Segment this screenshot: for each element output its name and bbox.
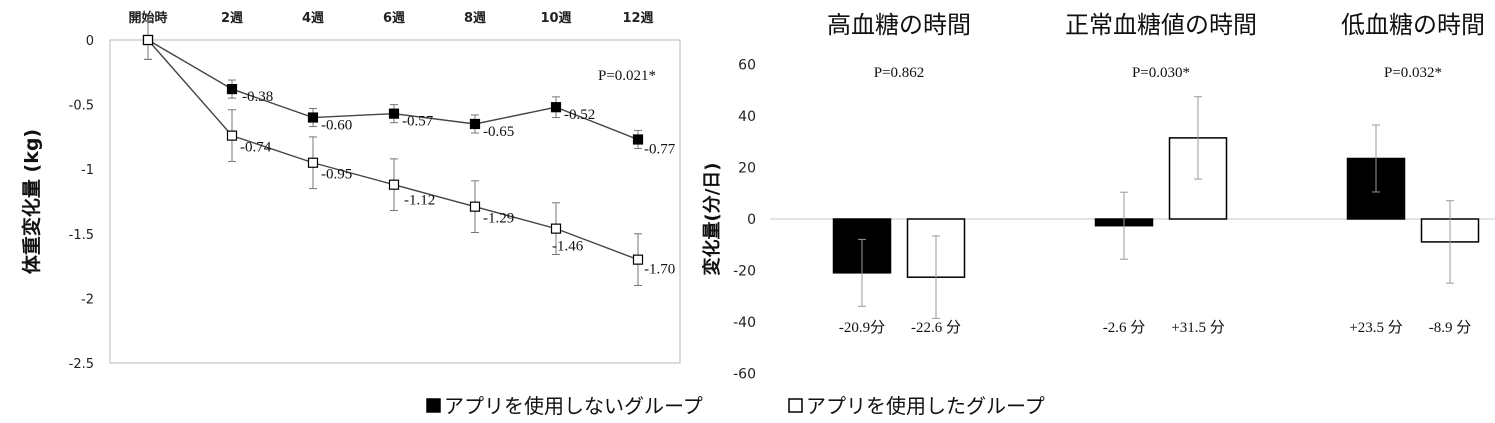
x-tick-label: 6週 <box>383 11 405 26</box>
p-value-annotation: P=0.862 <box>874 65 925 81</box>
data-label: -2.6 分 <box>1103 319 1146 336</box>
open-square-marker <box>388 179 400 190</box>
open-square-marker <box>469 201 481 212</box>
y-tick-label: -0.5 <box>69 99 94 114</box>
data-label: -0.57 <box>402 114 434 130</box>
filled-square-marker <box>226 83 238 95</box>
filled-square-marker <box>307 112 319 123</box>
y-axis-label: 体重変化量 (kg) <box>20 129 43 274</box>
y-tick-label: -40 <box>733 315 756 331</box>
open-square-marker <box>632 254 644 265</box>
legend-label: アプリを使用したグループ <box>806 394 1045 418</box>
legend-filled-square-icon <box>426 398 441 413</box>
data-label: -1.70 <box>644 262 675 278</box>
y-tick-label: -1 <box>81 163 94 178</box>
data-label: -1.12 <box>404 193 435 209</box>
y-axis-label: 変化量(分/日) <box>701 162 723 275</box>
y-tick-label: -2 <box>81 292 94 307</box>
filled-square-marker <box>469 118 481 130</box>
filled-square-marker <box>632 134 644 145</box>
series-line <box>147 39 639 261</box>
data-label: -22.6 分 <box>911 319 961 336</box>
data-label: -1.46 <box>552 239 584 255</box>
data-label: -20.9分 <box>839 319 885 336</box>
filled-square-marker <box>388 108 400 119</box>
plot-area-frame <box>109 39 681 364</box>
data-label: -0.95 <box>321 167 352 183</box>
p-value-annotation: P=0.032* <box>1384 65 1442 81</box>
y-tick-label: -20 <box>733 264 756 280</box>
x-tick-label: 10週 <box>540 11 571 26</box>
y-tick-label: 60 <box>738 58 756 74</box>
data-label: -0.77 <box>644 141 676 157</box>
x-tick-label: 8週 <box>464 11 486 26</box>
category-title: 低血糖の時間 <box>1341 11 1485 39</box>
p-value-annotation: P=0.021* <box>598 68 656 84</box>
y-tick-label: -1.5 <box>69 228 94 243</box>
x-tick-label: 12週 <box>622 11 653 26</box>
data-label: -0.38 <box>242 89 273 105</box>
filled-square-marker <box>550 102 562 113</box>
data-label: -8.9 分 <box>1429 319 1472 336</box>
data-label: -0.65 <box>483 124 514 140</box>
data-label: -1.29 <box>483 211 514 227</box>
y-tick-label: 20 <box>738 161 756 177</box>
y-tick-label: -2.5 <box>69 357 94 372</box>
x-tick-label: 4週 <box>302 11 324 26</box>
y-tick-label: 40 <box>738 109 756 125</box>
p-value-annotation: P=0.030* <box>1132 65 1190 81</box>
legend-label: アプリを使用しないグループ <box>444 394 703 418</box>
weight-change-line-chart: 開始時 2週 4週 6週 8週 10週 12週 0 -0.5 -1 -1.5 -2 -2.5 体重変化量 … <box>20 10 681 372</box>
legend-open-square-icon <box>788 398 803 413</box>
data-label: -0.60 <box>321 118 352 134</box>
open-square-marker <box>226 130 238 141</box>
open-square-marker <box>307 157 319 168</box>
category-title: 高血糖の時間 <box>827 11 971 39</box>
category-title: 正常血糖値の時間 <box>1065 11 1257 39</box>
legend: アプリを使用しないグループ アプリを使用したグループ <box>426 394 1045 418</box>
data-label: +31.5 分 <box>1171 319 1224 336</box>
y-tick-label: 0 <box>747 212 756 228</box>
open-square-marker <box>550 223 562 234</box>
data-label: +23.5 分 <box>1349 319 1402 336</box>
y-tick-label: -60 <box>733 367 756 383</box>
x-tick-label: 開始時 <box>128 10 167 26</box>
open-square-marker <box>142 34 154 46</box>
data-label: -0.52 <box>564 107 595 123</box>
x-tick-label: 2週 <box>221 11 243 26</box>
data-label: -0.74 <box>240 140 272 156</box>
y-tick-label: 0 <box>86 34 94 49</box>
glucose-time-bar-chart: 60 40 20 0 -20 -40 -60 変化量(分/日) 高血糖の時間 P=0.862 正常血… <box>701 11 1495 383</box>
